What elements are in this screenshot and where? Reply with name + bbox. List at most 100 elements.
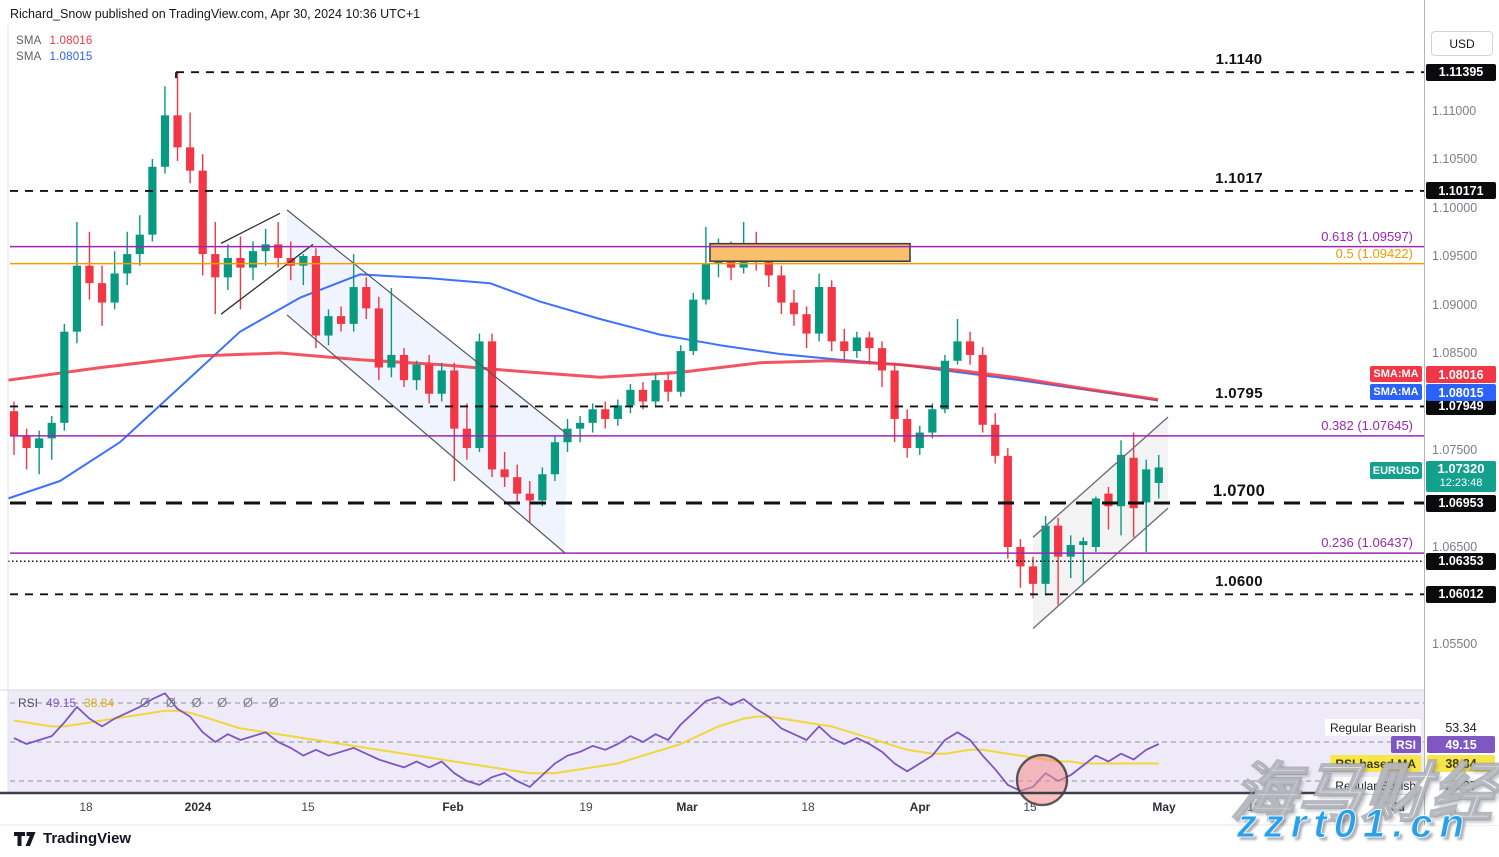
candle-body: [865, 337, 874, 349]
tradingview-branding[interactable]: TradingView: [14, 830, 131, 847]
candle-body: [97, 283, 107, 303]
time-axis-label: Apr: [909, 800, 931, 814]
rsi-axis-value: 38.84: [1427, 755, 1495, 772]
time-axis-label: 15: [1023, 800, 1037, 814]
price-level-chip: 1.06953: [1426, 494, 1496, 512]
candle-body: [135, 234, 144, 255]
candle-body: [525, 493, 534, 501]
ma-price-chip: 1.08015: [1426, 384, 1496, 401]
candle-body: [500, 469, 509, 478]
sma-legend-label: SMA: [16, 51, 42, 63]
candle-body: [550, 442, 560, 475]
key-level-text: 1.1017: [1215, 169, 1263, 187]
candle-body: [1116, 454, 1126, 507]
price-tick-label: 1.08500: [1432, 346, 1478, 360]
sma-legend-row[interactable]: SMA 1.08015: [16, 51, 93, 63]
price-level-chip: 1.06353: [1426, 552, 1496, 570]
candle-body: [890, 370, 899, 419]
candle-body: [1054, 525, 1063, 557]
price-tick-label: 1.11000: [1432, 103, 1477, 118]
price-tick-label: 1.09500: [1432, 249, 1478, 263]
price-level-chip: 1.07949: [1426, 397, 1496, 415]
descending-channel-line: [286, 314, 566, 554]
candle-body: [9, 411, 19, 436]
candle-body: [513, 477, 522, 494]
candle-body: [953, 341, 962, 361]
key-level-text: 1.0700: [1212, 482, 1266, 501]
sma-legend-label: SMA: [16, 35, 42, 47]
price-tick-label: 1.07500: [1432, 443, 1478, 457]
descending-channel-line: [286, 209, 568, 435]
candle-body: [1154, 467, 1163, 483]
time-axis-label: Ju: [1390, 800, 1406, 814]
price-level-chip: 1.10171: [1426, 182, 1496, 200]
candle-body: [1142, 469, 1151, 503]
sma-red-line: [7, 351, 1159, 402]
candle-body: [186, 147, 195, 171]
bar-countdown: 12:23:48: [1439, 477, 1483, 489]
candle-body: [236, 257, 245, 268]
rsi-ma-line: [13, 709, 1159, 775]
candle-body: [22, 435, 31, 449]
rsi-value: 49.15: [46, 696, 77, 710]
candle-body: [576, 422, 585, 429]
candle-body: [336, 316, 346, 324]
key-level-text: 1.0600: [1215, 573, 1263, 591]
fib-level-label: 0.382 (1.07645): [1321, 417, 1413, 433]
price-tick-label: 1.09000: [1432, 297, 1478, 312]
candle-body: [701, 263, 710, 300]
candle-body: [689, 299, 698, 352]
ma-name-tag: SMA:MA: [1370, 384, 1422, 400]
rsi-ma-value: 38.84: [84, 696, 115, 710]
candle-body: [248, 251, 258, 268]
time-axis-label: 18: [801, 800, 815, 814]
candle-body: [940, 360, 950, 410]
time-axis-label: Feb: [442, 800, 464, 814]
candle-body: [538, 474, 547, 501]
rsi-legend-row[interactable]: RSI 49.15 38.84: [18, 696, 114, 710]
currency-toggle-button[interactable]: USD: [1431, 31, 1493, 56]
sma-legend-row[interactable]: SMA 1.08016: [16, 35, 93, 47]
candle-body: [72, 265, 81, 332]
time-axis-label: 2024: [184, 800, 212, 814]
candle-body: [991, 424, 1000, 456]
candle-body: [1079, 541, 1088, 546]
candle-body: [1016, 547, 1025, 567]
ascending-channel-line: [1032, 507, 1169, 630]
supply-zone-box: [709, 242, 911, 263]
fib-level-label: 0.236 (1.06437): [1321, 535, 1413, 551]
candle-body: [1129, 457, 1138, 509]
rsi-indicator-icons[interactable]: Ø Ø Ø Ø Ø Ø: [140, 695, 285, 710]
candle-body: [777, 275, 786, 303]
price-tick-label: 1.10500: [1432, 152, 1478, 166]
candle-body: [676, 351, 685, 392]
candle-body: [60, 331, 69, 423]
time-axis-label: 19: [579, 800, 593, 814]
rsi-title: RSI: [18, 696, 39, 710]
candle-body: [1003, 455, 1012, 547]
fib-level-label: 0.618 (1.09597): [1321, 228, 1413, 244]
candle-body: [362, 287, 371, 309]
sma-legend-value: 1.08015: [49, 51, 93, 63]
candle-body: [789, 302, 799, 315]
candle-body: [374, 308, 383, 368]
candle-body: [928, 409, 937, 433]
candle-body: [487, 341, 497, 470]
candle-body: [664, 380, 673, 392]
candle-body: [223, 257, 232, 278]
rsi-side-label: RSI-based MA: [1330, 755, 1421, 772]
candle-body: [160, 115, 170, 167]
candle-body: [978, 354, 987, 425]
watermark-url: zzrt01.cn: [1236, 802, 1471, 847]
time-axis-label: 18: [79, 800, 93, 814]
rsi-axis-value: 49.15: [1427, 736, 1495, 753]
candle-body: [110, 273, 119, 303]
candle-body: [211, 254, 220, 278]
candle-body: [626, 389, 635, 406]
candle-body: [349, 287, 358, 324]
price-tick-label: 1.10000: [1432, 200, 1478, 215]
candle-body: [651, 380, 660, 402]
candle-body: [1104, 493, 1113, 507]
